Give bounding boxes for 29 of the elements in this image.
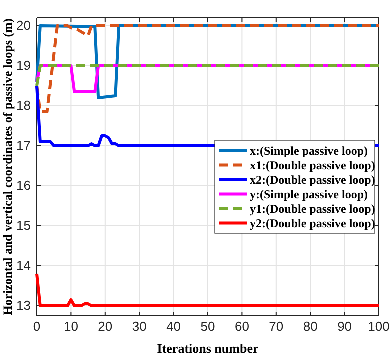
x-tick-label: 50	[200, 319, 216, 334]
x-axis-title: Iterations number	[157, 341, 259, 356]
x-tick-label: 10	[64, 319, 78, 334]
legend-label: y:(Simple passive loop)	[250, 187, 368, 202]
y-tick-label: 13	[16, 298, 31, 314]
y-tick-label: 17	[16, 138, 31, 154]
y-tick-label: 19	[16, 58, 31, 74]
legend-label: x1:(Double passive loop)	[250, 158, 376, 172]
y-tick-label: 14	[16, 258, 31, 274]
y-tick-label: 20	[16, 18, 31, 34]
y-tick-label: 15	[16, 218, 31, 234]
x-tick-label: 80	[303, 319, 318, 334]
x-tick-label: 100	[368, 319, 390, 334]
legend-label: y2:(Double passive loop)	[250, 216, 376, 230]
x-tick-label: 90	[338, 319, 352, 334]
x-tick-label: 40	[166, 319, 182, 334]
line-series	[36, 24, 380, 114]
x-tick-label: 30	[132, 319, 147, 334]
y-tick-label: 18	[16, 98, 31, 114]
x-tick-label: 60	[234, 319, 250, 334]
legend-label: y1:(Double passive loop)	[250, 202, 376, 216]
y-axis-title: Horizontal and vertical coordinates of passive loops (m)	[1, 18, 15, 316]
x-tick-label: 20	[98, 319, 113, 334]
y-tick-label: 16	[16, 178, 31, 194]
legend-label: x:(Simple passive loop)	[250, 144, 368, 158]
x-tick-label: 70	[269, 319, 284, 334]
x-tick-label: 0	[33, 319, 41, 334]
legend-label: x2:(Double passive loop)	[250, 172, 376, 187]
line-series	[36, 272, 380, 308]
